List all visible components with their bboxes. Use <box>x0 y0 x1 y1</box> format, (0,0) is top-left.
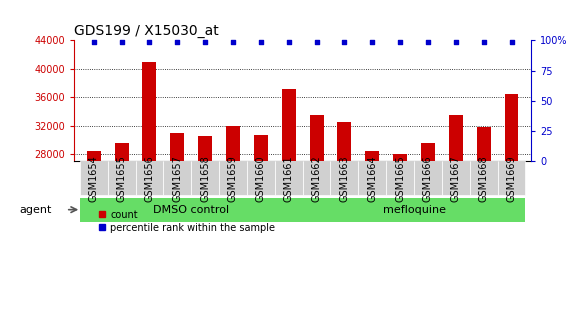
Bar <box>143 62 156 336</box>
Point <box>479 39 488 44</box>
Bar <box>393 154 407 336</box>
Point <box>228 39 238 44</box>
Bar <box>226 126 240 336</box>
Point <box>396 39 405 44</box>
Text: GSM1657: GSM1657 <box>172 155 182 202</box>
FancyBboxPatch shape <box>442 161 470 195</box>
Bar <box>421 143 435 336</box>
FancyBboxPatch shape <box>163 161 191 195</box>
Text: GDS199 / X15030_at: GDS199 / X15030_at <box>74 24 219 38</box>
Text: GSM1669: GSM1669 <box>506 155 517 202</box>
Point <box>89 39 98 44</box>
Point <box>200 39 210 44</box>
Bar <box>170 133 184 336</box>
Text: mefloquine: mefloquine <box>383 205 445 215</box>
Bar <box>115 143 128 336</box>
FancyBboxPatch shape <box>80 198 303 222</box>
Text: GSM1656: GSM1656 <box>144 155 154 202</box>
Text: GSM1665: GSM1665 <box>395 155 405 202</box>
FancyBboxPatch shape <box>359 161 386 195</box>
FancyBboxPatch shape <box>331 161 359 195</box>
Bar <box>337 122 351 336</box>
Legend: count, percentile rank within the sample: count, percentile rank within the sample <box>99 210 275 233</box>
FancyBboxPatch shape <box>219 161 247 195</box>
FancyBboxPatch shape <box>497 161 525 195</box>
Point <box>256 39 266 44</box>
Point <box>368 39 377 44</box>
FancyBboxPatch shape <box>414 161 442 195</box>
Text: GSM1667: GSM1667 <box>451 155 461 202</box>
Text: GSM1668: GSM1668 <box>478 155 489 202</box>
FancyBboxPatch shape <box>386 161 414 195</box>
Bar <box>87 151 100 336</box>
Text: GSM1666: GSM1666 <box>423 155 433 202</box>
Text: DMSO control: DMSO control <box>153 205 230 215</box>
Point <box>145 39 154 44</box>
FancyBboxPatch shape <box>247 161 275 195</box>
Text: GSM1664: GSM1664 <box>367 155 377 202</box>
Text: GSM1659: GSM1659 <box>228 155 238 202</box>
FancyBboxPatch shape <box>303 198 525 222</box>
Bar <box>449 115 463 336</box>
Point <box>424 39 433 44</box>
Text: GSM1662: GSM1662 <box>312 155 321 202</box>
Bar <box>254 135 268 336</box>
Text: GSM1654: GSM1654 <box>89 155 99 202</box>
Point <box>284 39 293 44</box>
Point <box>507 39 516 44</box>
Text: GSM1660: GSM1660 <box>256 155 266 202</box>
FancyBboxPatch shape <box>135 161 163 195</box>
Point <box>117 39 126 44</box>
Text: agent: agent <box>19 205 52 215</box>
FancyBboxPatch shape <box>275 161 303 195</box>
Point <box>312 39 321 44</box>
Bar <box>309 115 324 336</box>
Bar <box>282 89 296 336</box>
FancyBboxPatch shape <box>80 161 108 195</box>
Text: GSM1655: GSM1655 <box>116 155 127 202</box>
Point <box>451 39 460 44</box>
FancyBboxPatch shape <box>108 161 135 195</box>
FancyBboxPatch shape <box>191 161 219 195</box>
Point <box>340 39 349 44</box>
Bar <box>198 136 212 336</box>
Bar <box>365 151 379 336</box>
Text: GSM1658: GSM1658 <box>200 155 210 202</box>
FancyBboxPatch shape <box>470 161 497 195</box>
Point <box>172 39 182 44</box>
Bar <box>477 127 490 336</box>
FancyBboxPatch shape <box>303 161 331 195</box>
Text: GSM1661: GSM1661 <box>284 155 293 202</box>
Text: GSM1663: GSM1663 <box>339 155 349 202</box>
Bar <box>505 94 518 336</box>
